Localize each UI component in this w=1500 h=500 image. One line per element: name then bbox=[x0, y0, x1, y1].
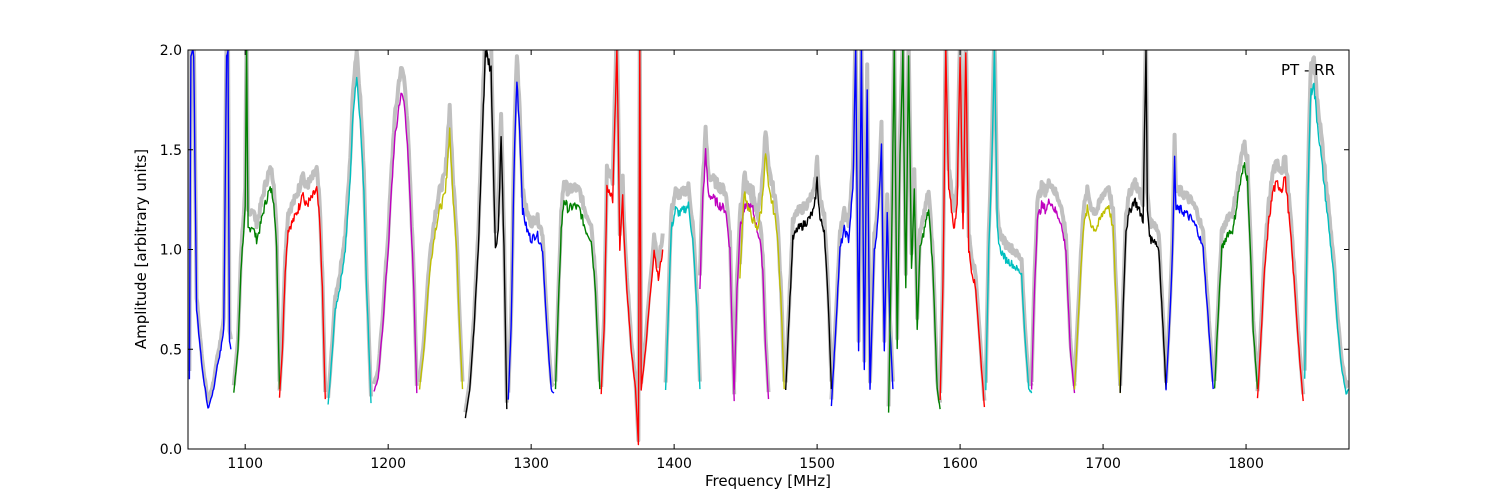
band-series-layer bbox=[188, 50, 1349, 446]
x-axis-label: Frequency [MHz] bbox=[705, 472, 831, 490]
band-series-13 bbox=[739, 153, 785, 390]
x-tick-label: 1700 bbox=[1085, 456, 1121, 472]
band-series-25 bbox=[1304, 82, 1349, 395]
band-series-9 bbox=[600, 50, 664, 446]
band-series-12 bbox=[733, 202, 770, 400]
background-trace-24 bbox=[1255, 154, 1306, 395]
band-series-8 bbox=[554, 199, 601, 390]
x-axis-ticks: 1100 1200 1300 1400 1500 1600 1700 1800 bbox=[227, 50, 1264, 472]
chart-annotation: PT - RR bbox=[1281, 61, 1335, 79]
y-axis-ticks: 0.0 0.5 1.0 1.5 2.0 bbox=[160, 43, 1349, 458]
background-trace-4 bbox=[372, 66, 419, 386]
band-series-15 bbox=[830, 50, 894, 407]
x-tick-label: 1600 bbox=[942, 456, 978, 472]
x-tick-label: 1300 bbox=[513, 456, 549, 472]
x-tick-label: 1100 bbox=[227, 456, 263, 472]
band-series-17 bbox=[939, 50, 986, 408]
band-series-11 bbox=[699, 147, 735, 402]
background-trace-19 bbox=[1029, 178, 1077, 386]
band-series-19 bbox=[1030, 198, 1076, 394]
background-trace-5 bbox=[417, 102, 465, 383]
y-tick-label: 0.5 bbox=[160, 342, 182, 358]
y-axis-label: Amplitude [arbitrary units] bbox=[132, 149, 150, 349]
background-trace-13 bbox=[737, 130, 787, 382]
band-series-22 bbox=[1165, 155, 1214, 391]
y-tick-label: 1.0 bbox=[160, 243, 182, 259]
background-trace-25 bbox=[1302, 55, 1349, 389]
band-series-3 bbox=[327, 76, 372, 405]
band-series-18 bbox=[985, 50, 1033, 394]
band-series-4 bbox=[373, 92, 418, 394]
y-tick-label: 1.5 bbox=[160, 143, 182, 159]
band-series-20 bbox=[1073, 204, 1121, 394]
x-tick-label: 1400 bbox=[656, 456, 692, 472]
band-series-0 bbox=[188, 50, 232, 409]
background-trace-14 bbox=[783, 154, 834, 383]
band-series-21 bbox=[1119, 50, 1167, 393]
background-trace-3 bbox=[326, 50, 373, 399]
background-trace-layer bbox=[188, 50, 1349, 443]
background-trace-23 bbox=[1212, 139, 1260, 382]
band-series-6 bbox=[464, 50, 508, 419]
y-tick-label: 2.0 bbox=[160, 43, 182, 59]
band-series-10 bbox=[664, 201, 701, 391]
band-series-23 bbox=[1213, 161, 1259, 390]
background-trace-20 bbox=[1072, 184, 1123, 386]
background-trace-22 bbox=[1164, 132, 1216, 383]
band-series-2 bbox=[278, 185, 326, 400]
background-trace-9 bbox=[599, 50, 665, 443]
background-trace-10 bbox=[663, 181, 702, 383]
plot-frame bbox=[187, 49, 1350, 450]
background-trace-7 bbox=[506, 54, 556, 393]
background-trace-12 bbox=[732, 182, 771, 393]
x-tick-label: 1200 bbox=[370, 456, 406, 472]
background-trace-11 bbox=[697, 124, 737, 395]
band-series-1 bbox=[233, 50, 281, 393]
band-series-24 bbox=[1256, 176, 1304, 402]
background-trace-1 bbox=[231, 50, 282, 386]
y-tick-label: 0.0 bbox=[160, 442, 182, 458]
background-trace-2 bbox=[277, 164, 328, 393]
band-series-16 bbox=[887, 50, 941, 413]
x-tick-label: 1500 bbox=[799, 456, 835, 472]
background-trace-8 bbox=[553, 179, 602, 382]
x-tick-label: 1800 bbox=[1228, 456, 1264, 472]
band-series-7 bbox=[507, 81, 555, 400]
band-series-14 bbox=[785, 176, 833, 391]
band-series-5 bbox=[418, 127, 464, 390]
